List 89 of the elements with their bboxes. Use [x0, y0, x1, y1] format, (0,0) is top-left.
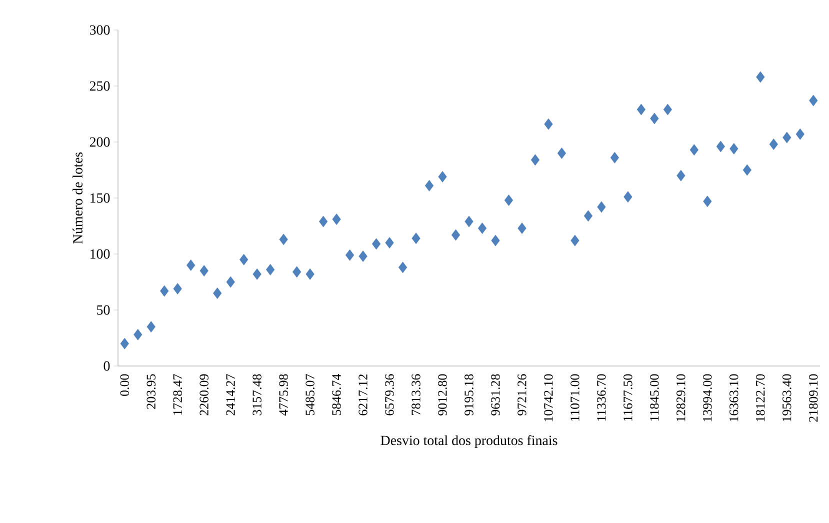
point — [597, 201, 606, 213]
point — [730, 143, 738, 154]
point — [742, 164, 752, 176]
x-tick-label: 9195.18 — [464, 374, 474, 416]
point — [146, 321, 156, 332]
x-tick-label: 3157.48 — [252, 374, 262, 416]
point — [318, 216, 328, 228]
point — [491, 234, 500, 246]
point — [266, 264, 275, 276]
point — [252, 268, 262, 280]
point — [544, 118, 553, 130]
point — [412, 232, 420, 244]
point — [358, 250, 368, 262]
point — [279, 234, 288, 246]
point — [676, 170, 686, 182]
x-tick-label: 16363.10 — [730, 374, 738, 422]
point — [134, 328, 142, 340]
y-tick-label: 50 — [97, 305, 110, 315]
point — [120, 338, 129, 350]
y-tick-label: 300 — [90, 25, 110, 35]
x-tick-label: 21809.10 — [808, 374, 818, 422]
point — [438, 171, 447, 182]
point — [636, 104, 646, 116]
y-tick-label: 0 — [104, 361, 110, 371]
point — [186, 260, 196, 271]
x-tick-label: 203.95 — [146, 374, 156, 409]
point — [345, 249, 354, 261]
x-tick-label: 4775.98 — [279, 374, 288, 416]
x-tick-label: 13994.00 — [703, 374, 712, 422]
y-tick-label: 200 — [90, 137, 110, 147]
point — [332, 214, 341, 225]
point — [624, 191, 632, 203]
point — [756, 71, 765, 83]
point — [650, 112, 659, 124]
point — [557, 148, 566, 159]
point — [782, 132, 792, 144]
x-tick-label: 11677.50 — [624, 374, 632, 421]
point — [173, 283, 182, 294]
x-tick-label: 5485.07 — [306, 374, 314, 416]
point — [610, 152, 620, 164]
y-tick-label: 100 — [90, 249, 110, 259]
y-axis-title: Número de lotes — [72, 152, 82, 244]
x-tick-label: 10742.10 — [544, 374, 553, 422]
point — [796, 128, 804, 140]
x-tick-label: 12829.10 — [676, 374, 686, 422]
x-tick-label: 11071.00 — [570, 374, 580, 421]
x-tick-label: 6579.36 — [385, 374, 394, 416]
point — [703, 196, 712, 208]
x-tick-label: 0.00 — [120, 374, 130, 396]
x-tick-label: 7813.36 — [412, 374, 420, 416]
y-tick-label: 150 — [90, 193, 110, 203]
point — [690, 144, 698, 156]
point — [306, 268, 314, 280]
point — [424, 180, 434, 192]
point — [570, 234, 580, 246]
point — [226, 276, 235, 288]
x-tick-label: 2260.09 — [200, 374, 208, 416]
point — [518, 222, 526, 234]
point — [160, 285, 169, 297]
x-tick-label: 11336.70 — [597, 374, 606, 421]
point — [769, 138, 778, 150]
x-tick-label: 5846.74 — [332, 374, 341, 416]
x-tick-label: 1728.47 — [173, 374, 182, 415]
y-tick-label: 250 — [90, 81, 110, 91]
point — [809, 94, 818, 106]
point — [504, 194, 514, 206]
x-tick-label: 9631.28 — [491, 374, 500, 416]
point — [240, 254, 248, 266]
x-tick-label: 9721.26 — [518, 374, 526, 416]
point — [200, 265, 208, 276]
point — [292, 266, 302, 278]
x-tick-label: 2414.27 — [226, 374, 235, 416]
point — [663, 104, 672, 116]
point — [385, 237, 394, 248]
point — [451, 229, 460, 241]
x-tick-label: 9012.80 — [438, 374, 447, 416]
x-tick-label: 11845.00 — [650, 374, 659, 421]
point — [372, 238, 381, 250]
x-tick-label: 18122.70 — [756, 374, 765, 422]
point — [716, 140, 725, 152]
point — [398, 262, 408, 274]
point — [478, 222, 487, 234]
x-axis-title: Desvio total dos produtos finais — [380, 435, 558, 448]
x-tick-label: 6217.12 — [358, 374, 368, 416]
x-tick-label: 19563.40 — [782, 374, 792, 422]
point — [584, 210, 593, 222]
point — [213, 288, 222, 299]
point — [530, 154, 540, 166]
point — [464, 216, 474, 228]
